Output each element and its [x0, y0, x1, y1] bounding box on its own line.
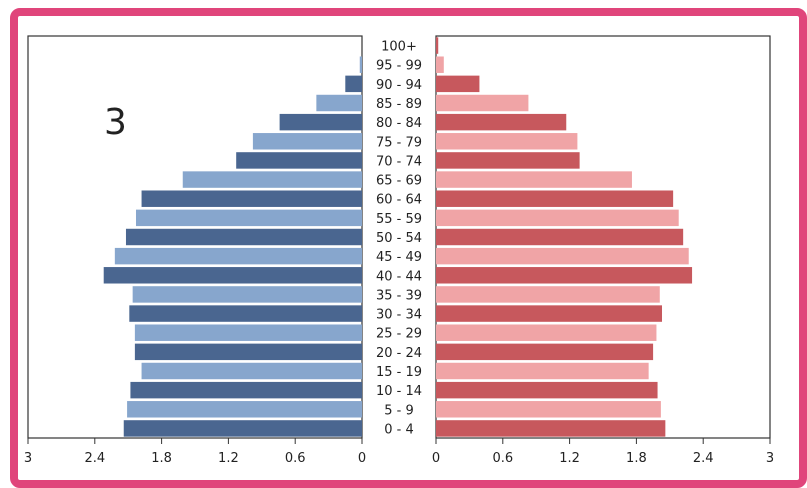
left-bar-2 [345, 75, 362, 93]
left-bar-14 [129, 305, 362, 322]
left-bar-11 [114, 247, 362, 265]
right-bar-19 [436, 401, 661, 418]
age-group-label-7: 65 - 69 [376, 174, 422, 189]
right-bar-8 [436, 190, 674, 207]
left-bar-19 [127, 401, 362, 418]
left-bar-3 [316, 94, 362, 112]
left-bar-8 [141, 190, 362, 207]
right-bar-17 [436, 362, 649, 380]
right-bar-1 [436, 56, 444, 73]
left-tick-label-1: 2.4 [84, 451, 105, 466]
chart-frame: 100+ 95 - 99 90 - 94 85 - 89 80 - 84 75 - 79 7… [10, 8, 807, 488]
age-group-label-8: 60 - 64 [376, 193, 422, 208]
left-tick-label-3: 1.2 [218, 451, 239, 466]
right-bar-5 [436, 133, 578, 150]
left-bar-17 [141, 362, 362, 380]
right-tick-label-5: 3 [766, 451, 774, 466]
age-group-label-5: 75 - 79 [376, 135, 422, 150]
age-group-label-16: 20 - 24 [376, 346, 422, 361]
age-group-label-12: 40 - 44 [376, 269, 422, 284]
left-bar-16 [134, 343, 362, 361]
left-bar-13 [132, 286, 362, 303]
right-bar-18 [436, 381, 658, 399]
age-group-label-13: 35 - 39 [376, 288, 422, 303]
left-bar-1 [359, 56, 362, 73]
age-group-label-17: 15 - 19 [376, 365, 422, 380]
right-tick-label-4: 2.4 [693, 451, 714, 466]
right-bar-20 [436, 420, 666, 437]
right-bar-11 [436, 247, 689, 265]
age-group-label-9: 55 - 59 [376, 212, 422, 227]
left-bar-5 [252, 133, 362, 150]
right-bar-9 [436, 209, 679, 227]
left-tick-label-5: 0 [358, 451, 366, 466]
right-bar-2 [436, 75, 480, 93]
right-bar-6 [436, 152, 580, 169]
age-group-label-10: 50 - 54 [376, 231, 422, 246]
age-group-label-11: 45 - 49 [376, 250, 422, 265]
age-group-label-15: 25 - 29 [376, 327, 422, 342]
age-group-label-3: 85 - 89 [376, 97, 422, 112]
right-bar-14 [436, 305, 663, 322]
right-bar-0 [436, 37, 439, 54]
right-tick-label-0: 0 [432, 451, 440, 466]
age-group-label-0: 100+ [381, 40, 417, 55]
left-tick-label-0: 3 [24, 451, 32, 466]
left-tick-label-2: 1.8 [151, 451, 172, 466]
left-bar-7 [182, 171, 362, 188]
right-bar-15 [436, 324, 657, 341]
left-bar-9 [135, 209, 362, 227]
right-tick-label-1: 0.6 [492, 451, 513, 466]
age-group-label-18: 10 - 14 [376, 384, 422, 399]
right-bar-7 [436, 171, 632, 188]
left-bar-10 [125, 228, 363, 246]
left-bar-6 [236, 152, 362, 169]
right-tick-label-3: 1.8 [626, 451, 647, 466]
right-bar-12 [436, 267, 693, 284]
right-tick-label-2: 1.2 [559, 451, 580, 466]
right-bar-10 [436, 228, 684, 246]
age-group-label-2: 90 - 94 [376, 78, 422, 93]
left-tick-label-4: 0.6 [285, 451, 306, 466]
left-bar-12 [103, 267, 362, 284]
left-bar-4 [279, 113, 362, 131]
age-group-label-20: 0 - 4 [384, 422, 414, 437]
age-group-label-14: 30 - 34 [376, 308, 422, 323]
right-bar-16 [436, 343, 654, 361]
age-group-label-19: 5 - 9 [384, 403, 414, 418]
population-pyramid-chart: 100+ 95 - 99 90 - 94 85 - 89 80 - 84 75 - 79 7… [24, 35, 774, 466]
age-group-label-1: 95 - 99 [376, 59, 422, 74]
right-bar-4 [436, 113, 567, 131]
left-bar-20 [123, 420, 362, 437]
right-bar-13 [436, 286, 660, 303]
panel-number: 3 [104, 102, 127, 143]
age-group-label-4: 80 - 84 [376, 116, 422, 131]
right-bar-3 [436, 94, 529, 112]
age-group-label-6: 70 - 74 [376, 154, 422, 169]
left-bar-18 [130, 381, 362, 399]
left-bar-15 [134, 324, 362, 341]
